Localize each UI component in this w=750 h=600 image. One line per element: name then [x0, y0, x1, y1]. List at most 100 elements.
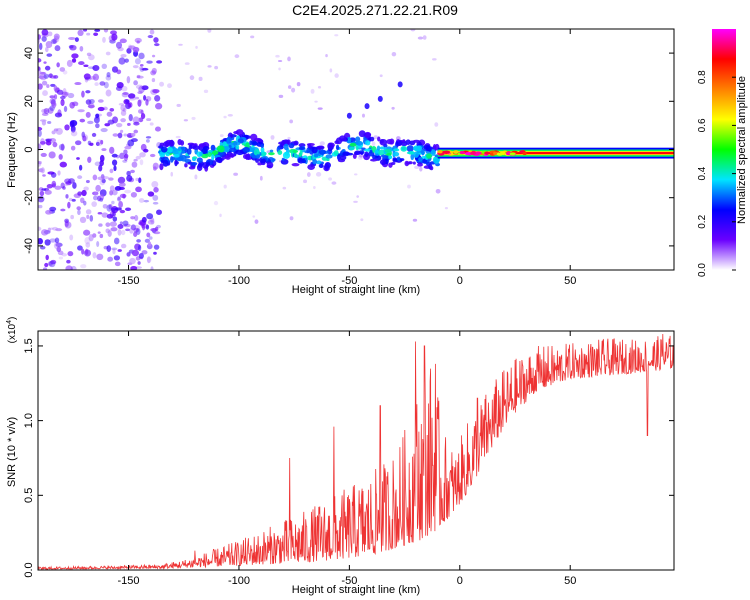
spectral-blob [141, 85, 149, 91]
spectral-blob [153, 251, 157, 255]
spectral-blob [66, 59, 73, 68]
spectral-blob [67, 92, 75, 99]
spectral-blob [222, 141, 227, 148]
spectral-blob [453, 150, 459, 154]
spectral-blob [192, 145, 200, 150]
colorbar-tick-label: 0.8 [697, 70, 708, 84]
spectral-blob [413, 151, 419, 158]
spectral-blob [198, 76, 203, 81]
spectral-blob [58, 256, 64, 260]
spectral-blob [115, 41, 123, 49]
spectral-blob [41, 36, 47, 42]
spectral-blob [38, 226, 42, 231]
spectral-blob [139, 64, 144, 67]
spectral-blob [287, 56, 291, 62]
spectral-blob [41, 29, 49, 36]
spectral-blob [74, 103, 79, 107]
spectral-blob [379, 74, 383, 78]
spectral-blob [77, 245, 83, 251]
spectral-blob [97, 106, 105, 112]
spectral-blob [100, 139, 104, 145]
spectral-blob [127, 44, 132, 51]
spectral-blob [223, 184, 227, 189]
spectral-blob [131, 161, 138, 168]
spectral-blob [45, 140, 52, 146]
spectral-blob [188, 144, 193, 150]
spectral-blob [118, 182, 126, 187]
spectral-blob [156, 209, 163, 215]
spectral-blob [199, 151, 203, 157]
spectral-blob [287, 136, 291, 140]
spectral-blob [426, 153, 432, 159]
spectral-blob [134, 214, 139, 222]
spectral-blob [39, 190, 45, 197]
spectral-blob [116, 81, 124, 89]
spectral-blob [123, 149, 128, 155]
spectral-blob [112, 116, 119, 124]
spectral-blob [313, 153, 319, 158]
spectral-blob [63, 105, 68, 113]
spectral-blob [141, 250, 148, 255]
spectral-blob [392, 157, 397, 161]
spectral-blob [320, 148, 324, 156]
spectral-blob [46, 84, 50, 89]
spectral-blob [109, 107, 115, 112]
spectral-blob [148, 236, 153, 240]
spectral-blob [125, 99, 130, 103]
spectral-blob [93, 191, 98, 200]
spectral-blob [81, 131, 86, 138]
spectral-blob [53, 85, 58, 92]
spectral-blob [159, 163, 164, 171]
spectral-blob [173, 154, 180, 158]
spectral-blob [400, 145, 408, 152]
spectral-blob [41, 112, 49, 117]
spectral-blob [93, 116, 100, 124]
spectral-blob [412, 139, 421, 143]
spectral-blob [282, 186, 287, 190]
spectral-blob [72, 182, 77, 189]
spectrogram-y-axis: -40 -20 0 20 40 [23, 47, 674, 254]
spectral-blob [337, 153, 341, 161]
spectral-blob [112, 248, 116, 255]
spectral-blob [289, 119, 294, 124]
spectral-blob [334, 73, 339, 78]
spectral-blob [317, 107, 323, 110]
spectral-blob [215, 157, 223, 162]
spectral-blob [120, 243, 127, 249]
spectral-blob [333, 150, 339, 156]
spectral-blob [81, 189, 87, 197]
spectral-blob [43, 107, 50, 114]
spectral-blob [78, 61, 85, 66]
spectral-blob [120, 129, 124, 134]
spectral-blob [135, 84, 144, 90]
spectral-blob [99, 194, 105, 201]
spectral-blob [133, 121, 140, 126]
spectral-blob [87, 156, 92, 163]
spectral-blob [126, 76, 131, 84]
spectral-blob [154, 126, 161, 132]
spectral-blob [433, 158, 440, 164]
spectral-blob [355, 136, 361, 143]
spectral-blob [379, 159, 387, 166]
spectral-blob [133, 158, 138, 162]
spectral-blob [159, 81, 165, 87]
x-tick-label: 0 [457, 575, 463, 587]
spectral-blob [105, 89, 112, 97]
spectral-blob [141, 67, 149, 71]
spectral-blob [146, 60, 153, 64]
spectral-blob [106, 111, 113, 117]
spectral-blob [133, 129, 139, 134]
spectral-blob [149, 29, 155, 35]
y-tick-label: 0 [23, 146, 35, 152]
spectral-blob [106, 245, 112, 253]
spectral-blob [313, 185, 316, 190]
spectral-blob [95, 184, 101, 192]
spectral-blob [77, 109, 85, 113]
spectral-blob [70, 145, 76, 151]
spectral-blob [417, 163, 423, 167]
spectral-blob [136, 239, 141, 243]
spectral-blob [342, 151, 350, 157]
spectral-blob [183, 119, 189, 122]
colorbar-tick-label: 0.6 [697, 118, 708, 132]
spectral-blob [291, 162, 300, 167]
